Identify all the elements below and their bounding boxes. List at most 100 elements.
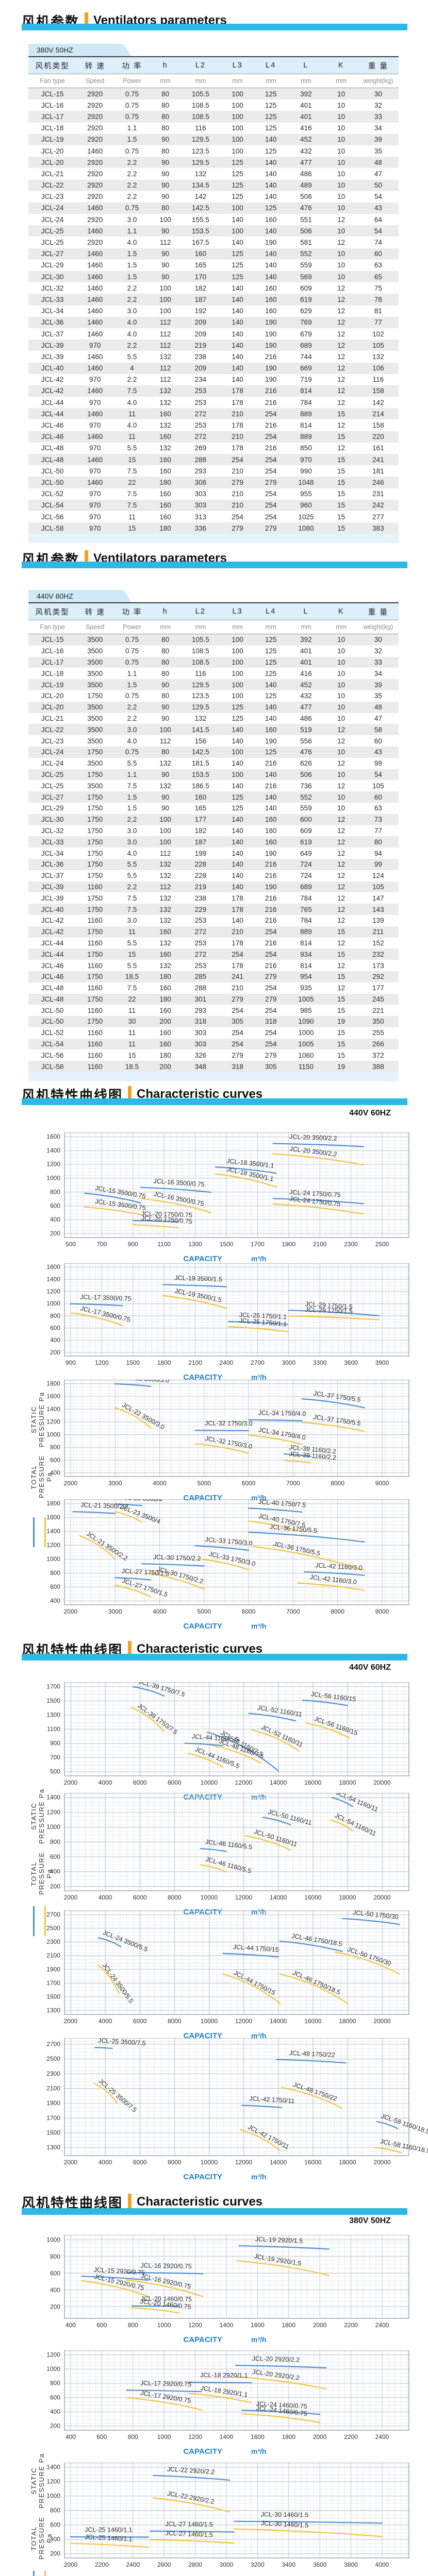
table-cell: 970 [89, 341, 101, 349]
table-cell: 15 [337, 513, 345, 521]
curve-static-pressure [288, 1315, 380, 1320]
table-cell: 1160 [87, 883, 103, 891]
table-cell: JCL-33 [41, 295, 64, 303]
curve-total-pressure [132, 1220, 179, 1223]
x-tick-label: 1700 [251, 1241, 265, 1248]
table-cell: 619 [300, 295, 312, 303]
table-cell: 2920 [87, 170, 103, 178]
table-cell: 216 [265, 939, 277, 947]
column-header: mm [301, 77, 311, 84]
table-cell: 293 [194, 1006, 207, 1014]
curve-label: JCL-32 1750/3.0 [205, 1419, 253, 1427]
table-cell: JCL-52 [41, 1029, 64, 1037]
capacity-unit: m³/h [251, 2335, 267, 2344]
capacity-label: CAPACITY [183, 1255, 222, 1263]
table-cell: 1750 [87, 894, 103, 902]
table-cell: 348 [194, 1062, 207, 1071]
y-tick-label: 800 [50, 1312, 60, 1319]
table-cell: 140 [232, 917, 243, 925]
table-cell: 199 [194, 849, 207, 857]
curve-static-pressure [188, 1753, 224, 1768]
curve-total-pressure [248, 1419, 303, 1421]
table-cell: 12 [337, 215, 345, 224]
table-row: JCL-17 2920 0.75 80 108.5 100 125 401 10 33 [28, 111, 399, 123]
table-row: JCL-21 2920 2.2 90 132 125 140 486 10 47 [28, 168, 399, 179]
curve-static-pressure [81, 2280, 150, 2297]
column-header: 风机类型 [35, 62, 70, 71]
table-cell: 15 [337, 1006, 345, 1014]
table-cell: 216 [265, 782, 277, 790]
table-cell: 401 [300, 112, 312, 121]
table-cell: 3500 [87, 759, 103, 768]
table-cell: 416 [300, 669, 312, 677]
y-tick-label: 800 [50, 2253, 60, 2260]
table-cell: 80 [161, 112, 170, 121]
table-cell: 272 [194, 928, 207, 936]
table-cell: 140 [265, 250, 277, 258]
table-cell: 10 [337, 793, 345, 801]
table-cell: 305 [232, 1018, 243, 1026]
parameters-table: 440V 60HZ 风机类型 转 速 功 率 h L2 L3 L4 L K 重 量 Fan type S… [28, 590, 399, 1082]
table-cell: JCL-42 [41, 928, 64, 936]
table-cell: 279 [265, 524, 277, 532]
table-cell: 209 [194, 330, 207, 338]
table-cell: 486 [300, 170, 312, 178]
table-cell: 254 [265, 513, 277, 521]
table-cell: 43 [374, 748, 382, 756]
table-cell: 814 [300, 939, 312, 947]
curve-static-pressure [248, 1520, 303, 1533]
x-tick-label: 4000 [153, 1480, 167, 1487]
column-header: 转 速 [85, 608, 105, 617]
x-tick-label: 14000 [270, 1894, 287, 1901]
curve-label: JCL-46 1750/18.5 [291, 1969, 341, 1996]
x-tick-label: 3600 [344, 1359, 358, 1366]
table-cell: 22 [128, 478, 136, 486]
table-cell: 140 [232, 860, 243, 869]
x-tick-label: 9000 [375, 1480, 389, 1487]
table-cell: JCL-17 [41, 658, 64, 666]
curve-total-pressure [162, 1284, 227, 1287]
column-header: weight(kg) [363, 77, 393, 84]
table-row: JCL-39 1460 5.5 132 238 140 216 744 12 132 [28, 351, 399, 362]
table-cell: 105 [372, 341, 384, 349]
table-cell: 1160 [87, 917, 103, 925]
table-cell: 125 [265, 658, 277, 666]
table-cell: 2.2 [127, 181, 137, 190]
table-cell: JCL-24 [41, 204, 64, 212]
table-cell: 3500 [87, 714, 103, 722]
curve-label: JCL-25 1750/1.1 [239, 1311, 287, 1320]
table-cell: 80 [161, 647, 170, 655]
y-tick-label: 800 [50, 1188, 60, 1195]
table-cell: 1750 [87, 1018, 103, 1026]
table-cell: 160 [159, 467, 171, 475]
table-cell: 3.0 [127, 917, 137, 925]
table-cell: 77 [374, 318, 382, 327]
table-cell: 970 [89, 444, 101, 452]
table-cell: 178 [232, 398, 243, 406]
column-header: L4 [266, 61, 276, 70]
y-tick-label: 600 [50, 2521, 60, 2529]
curve-static-pressure [132, 1224, 179, 1229]
table-cell: 140 [232, 838, 243, 846]
characteristic-chart-C2: 400 600 800 1000 1200 1400 1600 1800 2000 3000 400… [46, 1499, 409, 1631]
table-cell: 12 [337, 341, 345, 349]
curve-label: JCL-37 1750/5.5 [313, 1413, 361, 1427]
table-row: JCL-48 970 5.5 132 269 178 216 850 12 161 [28, 443, 399, 454]
y-tick-label: 1400 [46, 1405, 60, 1413]
table-cell: 724 [300, 860, 312, 869]
table-cell: 10 [337, 703, 345, 711]
table-cell: 432 [300, 692, 312, 700]
x-tick-label: 1900 [282, 1241, 295, 1248]
table-cell: 4.0 [127, 330, 137, 338]
table-cell: 216 [265, 961, 277, 970]
table-cell: JCL-32 [41, 284, 64, 292]
table-cell: 125 [232, 170, 243, 178]
table-cell: 125 [232, 793, 243, 801]
table-cell: 10 [337, 748, 345, 756]
table-cell: 970 [89, 421, 101, 430]
characteristic-chart-G: 1300 1500 1700 1900 2100 2300 2500 2700 2000 4000… [46, 2038, 428, 2181]
curve-total-pressure [184, 1742, 224, 1747]
column-header: Speed [86, 623, 105, 631]
table-cell: 1460 [87, 352, 103, 361]
curve-static-pressure [130, 1706, 165, 1732]
